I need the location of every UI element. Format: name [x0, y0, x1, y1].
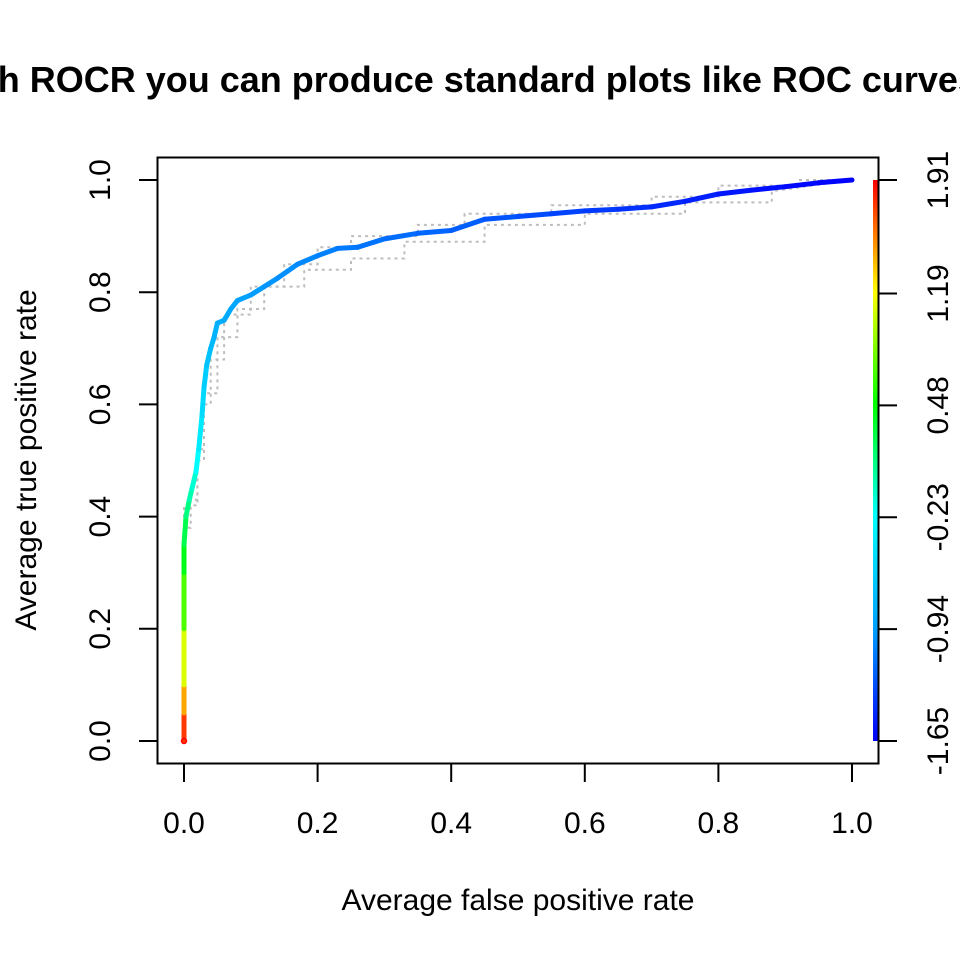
curve-segment — [275, 261, 301, 281]
average-roc-curve — [180, 177, 855, 745]
curve-segment — [448, 216, 488, 233]
chart-title: With ROCR you can produce standard plots… — [0, 59, 960, 100]
curve-segment — [582, 206, 621, 214]
y-tick-label: 0.4 — [84, 496, 117, 538]
x-tick-label: 0.6 — [564, 807, 606, 840]
curve-segment — [199, 385, 207, 419]
curve-segment — [782, 180, 822, 190]
y-tick-label: 0.0 — [84, 720, 117, 762]
curve-segment — [816, 177, 855, 186]
spread-curve — [183, 179, 853, 741]
curve-segment — [248, 284, 267, 298]
curve-segment — [261, 275, 280, 290]
y-tick-label: 1.0 — [84, 159, 117, 201]
x-tick-label: 0.0 — [163, 807, 205, 840]
curve-segment — [204, 345, 214, 368]
curve-segment — [548, 208, 588, 217]
colorkey-tick-label: 0.48 — [922, 376, 955, 434]
colorkey: -1.65 -0.94 -0.23 0.48 1.19 1.91 — [873, 151, 955, 775]
curve-segment — [295, 253, 321, 267]
plot-frame — [156, 156, 880, 765]
curve-segment — [381, 230, 421, 242]
spread-curves — [183, 179, 853, 741]
curve-segment — [649, 198, 688, 210]
curve-segment — [201, 362, 210, 391]
curve-segment — [183, 497, 192, 520]
curve-segment — [335, 244, 361, 251]
x-tick-label: 0.8 — [698, 807, 740, 840]
curve-segment — [715, 187, 755, 197]
x-axis-label: Average false positive rate — [342, 884, 695, 917]
colorkey-tick-label: 1.19 — [922, 264, 955, 322]
curve-segment — [193, 446, 202, 475]
colorkey-tick-label: -0.23 — [922, 483, 955, 551]
curve-segment — [682, 191, 721, 204]
curve-segment — [749, 184, 788, 193]
curve-segment — [415, 228, 454, 236]
colorkey-tick-label: 1.91 — [922, 151, 955, 209]
colorkey-bar — [873, 180, 879, 741]
x-tick-label: 1.0 — [831, 807, 873, 840]
colorkey-tick-label: -0.94 — [922, 595, 955, 663]
y-tick-label: 0.2 — [84, 608, 117, 650]
colorkey-tick-label: -1.65 — [922, 707, 955, 775]
curve-start-point — [180, 737, 188, 745]
curve-segment — [189, 469, 199, 491]
curve-segment — [196, 413, 205, 452]
curve-segment — [355, 236, 387, 250]
axes: 0.0 0.2 0.4 0.6 0.8 1.0 0.0 0.2 0.4 0.6 0.8 1.0 — [84, 159, 873, 840]
y-tick-label: 0.8 — [84, 271, 117, 313]
y-tick-label: 0.6 — [84, 384, 117, 426]
curve-segment — [315, 245, 341, 259]
curve-segment — [181, 514, 189, 548]
x-tick-label: 0.2 — [297, 807, 339, 840]
curve-segment — [515, 211, 554, 219]
x-tick-label: 0.4 — [430, 807, 472, 840]
spread-curve — [183, 179, 852, 741]
y-axis-label: Average true positive rate — [10, 289, 43, 630]
curve-segment — [482, 214, 521, 222]
curve-segment — [615, 204, 655, 212]
